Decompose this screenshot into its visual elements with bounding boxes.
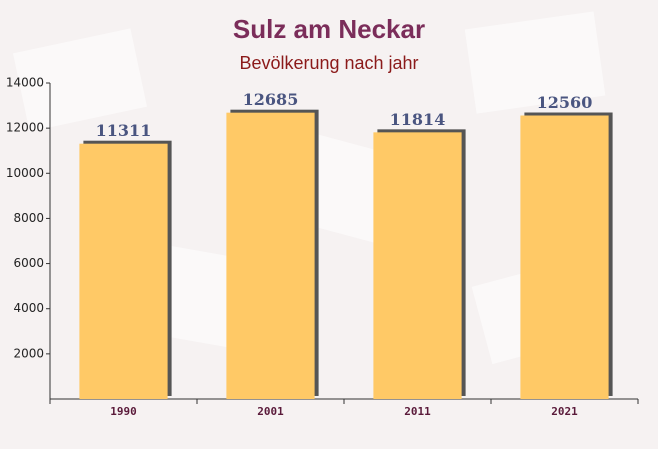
y-tick-label: 8000 [13, 211, 44, 225]
y-tick-label: 4000 [13, 301, 44, 315]
x-tick-label: 1990 [110, 405, 137, 418]
y-tick-label: 6000 [13, 256, 44, 270]
x-tick-label: 2011 [404, 405, 431, 418]
x-tick-label: 2021 [551, 405, 578, 418]
y-tick-label: 2000 [13, 346, 44, 360]
value-label: 12685 [243, 90, 299, 109]
x-tick-label: 2001 [257, 405, 284, 418]
bar [226, 112, 315, 399]
bar [520, 115, 609, 399]
bar [373, 132, 462, 400]
chart-title: Sulz am Neckar [233, 14, 425, 44]
value-label: 11814 [390, 110, 446, 129]
chart-subtitle: Bevölkerung nach jahr [239, 53, 418, 73]
value-label: 12560 [537, 93, 593, 112]
y-tick-label: 12000 [6, 121, 44, 135]
y-tick-label: 14000 [6, 76, 44, 90]
y-tick-label: 10000 [6, 166, 44, 180]
bar [79, 143, 168, 399]
value-label: 11311 [96, 121, 152, 140]
